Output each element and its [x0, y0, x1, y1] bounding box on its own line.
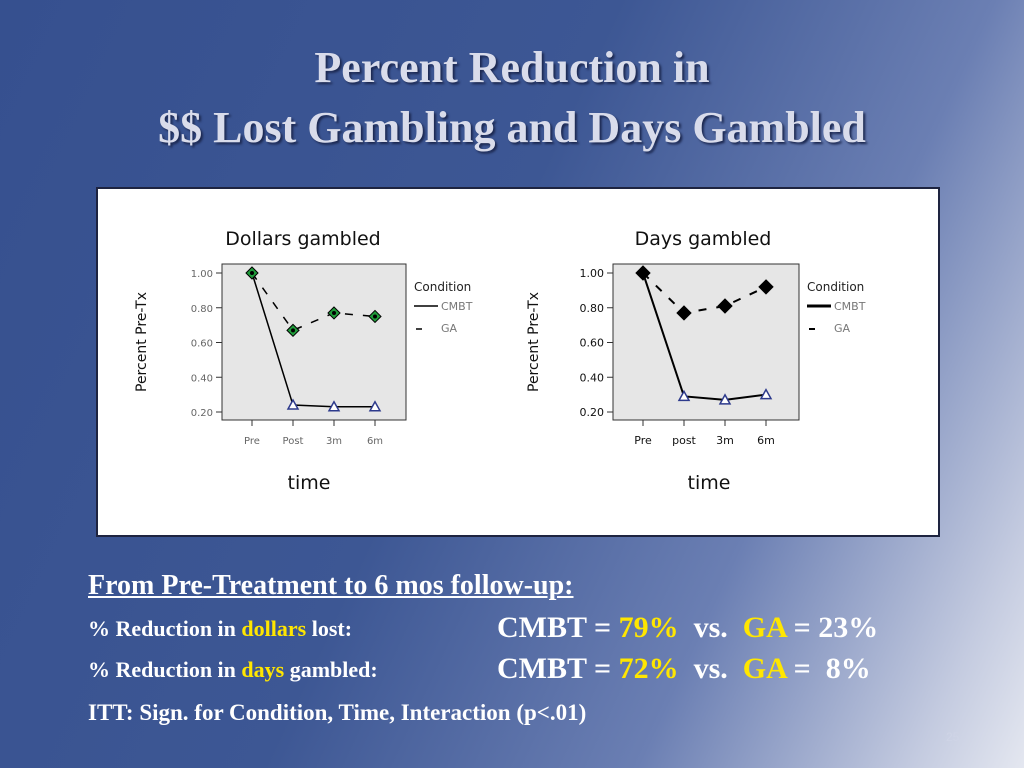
- result-days-ga-value: = 8%: [786, 652, 871, 685]
- result-dollars-cmbt-label: CMBT =: [497, 611, 619, 644]
- result-days-ga-label: GA: [742, 652, 787, 685]
- c1-series-line-ga: [251, 272, 376, 332]
- result-dollars-ga-value: = 23%: [786, 611, 879, 644]
- c2-y-axis-label: Percent Pre-Tx: [526, 292, 542, 392]
- c1-plot-area: [221, 263, 407, 421]
- c2-point-ga: [635, 265, 651, 281]
- c2-legend-label-ga: GA: [834, 322, 851, 335]
- row-days-highlight: days: [241, 657, 285, 682]
- c2-x-axis-label: time: [688, 472, 731, 494]
- c1-chart-title: Dollars gambled: [225, 228, 381, 250]
- c1-point-ga-center: [250, 271, 254, 275]
- c2-y-tick-label: 0.40: [580, 371, 605, 384]
- c1-point-cmbt: [368, 400, 382, 412]
- c1-x-tick-label: 6m: [367, 436, 383, 447]
- result-days-vs: vs.: [678, 652, 743, 685]
- c2-legend-label-cmbt: CMBT: [834, 300, 866, 313]
- c1-legend-label-ga: GA: [441, 322, 458, 335]
- result-dollars-vs: vs.: [678, 611, 743, 644]
- c1-legend-title: Condition: [414, 280, 471, 294]
- chart-panel: Dollars gambled Percent Pre-Tx 0.20 0.40 0.6…: [96, 187, 940, 537]
- page-number: 25: [946, 730, 960, 744]
- c1-y-tick-label: 0.80: [191, 304, 213, 315]
- c1-x-axis-label: time: [288, 472, 331, 494]
- row-dollars-suffix: lost:: [306, 616, 353, 641]
- summary-row-dollars: % Reduction in dollars lost:: [88, 616, 352, 642]
- itt-note: ITT: Sign. for Condition, Time, Interact…: [88, 700, 587, 725]
- summary-heading: From Pre-Treatment to 6 mos follow-up:: [88, 570, 574, 601]
- row-days-prefix: % Reduction in: [88, 657, 242, 682]
- c2-x-tick-label: Pre: [634, 434, 652, 447]
- c2-x-tick-label: 6m: [757, 434, 775, 447]
- c2-chart-title: Days gambled: [635, 228, 772, 250]
- c1-point-cmbt: [286, 398, 300, 410]
- c2-y-tick-label: 0.60: [580, 337, 605, 350]
- c1-legend-label-cmbt: CMBT: [441, 300, 473, 313]
- c1-point-ga-center: [291, 328, 295, 333]
- slide-title-line-2: $$ Lost Gambling and Days Gambled: [158, 103, 866, 152]
- c2-legend-title: Condition: [807, 280, 864, 294]
- charts-svg: Dollars gambled Percent Pre-Tx 0.20 0.40 0.6…: [134, 228, 866, 494]
- result-days: CMBT = 72% vs. GA = 8%: [497, 652, 871, 686]
- c2-y-tick-label: 0.80: [580, 302, 605, 315]
- row-dollars-prefix: % Reduction in: [88, 616, 242, 641]
- result-days-cmbt-label: CMBT =: [497, 652, 619, 685]
- result-dollars: CMBT = 79% vs. GA = 23%: [497, 611, 878, 645]
- c1-point-ga-center: [332, 310, 336, 315]
- result-dollars-cmbt-value: 79%: [618, 611, 679, 644]
- summary-row-days: % Reduction in days gambled:: [88, 657, 378, 683]
- c2-x-tick-label: 3m: [716, 434, 734, 447]
- c1-x-tick-label: Pre: [244, 436, 260, 447]
- c2-series-line-cmbt: [642, 272, 767, 401]
- row-days-suffix: gambled:: [284, 657, 378, 682]
- c2-x-tick-label: post: [672, 434, 696, 447]
- c1-x-tick-label: Post: [283, 436, 304, 447]
- c1-y-tick-label: 0.20: [191, 408, 213, 419]
- c2-point-ga: [717, 298, 733, 314]
- c1-point-ga-center: [373, 314, 377, 319]
- c1-series-line-cmbt: [251, 272, 375, 408]
- c1-point-cmbt: [327, 400, 341, 412]
- c1-y-tick-label: 0.40: [191, 373, 213, 384]
- c1-y-tick-label: 0.60: [191, 339, 213, 350]
- c2-point-cmbt: [759, 388, 773, 400]
- c2-y-tick-label: 1.00: [580, 267, 605, 280]
- c2-y-tick-label: 0.20: [580, 406, 605, 419]
- result-days-cmbt-value: 72%: [618, 652, 679, 685]
- c2-point-ga: [758, 279, 774, 295]
- row-dollars-highlight: dollars: [241, 616, 307, 641]
- result-dollars-ga-label: GA: [742, 611, 787, 644]
- c2-point-ga: [676, 305, 692, 321]
- c2-point-cmbt: [677, 389, 691, 402]
- c1-y-tick-label: 1.00: [191, 269, 213, 280]
- c1-y-axis-label: Percent Pre-Tx: [134, 292, 150, 392]
- c1-x-tick-label: 3m: [326, 436, 342, 447]
- c2-series-line-ga: [642, 272, 767, 315]
- slide-title-line-1: Percent Reduction in: [314, 43, 710, 92]
- c2-point-cmbt: [718, 393, 732, 405]
